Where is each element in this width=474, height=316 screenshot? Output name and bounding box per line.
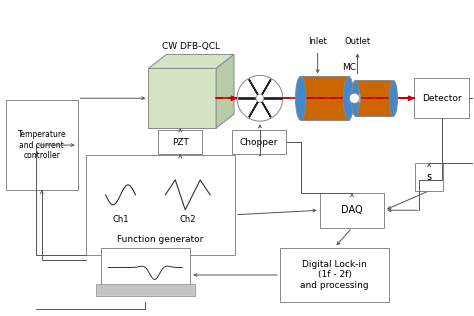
Text: DAQ: DAQ — [341, 205, 363, 215]
Circle shape — [256, 94, 264, 102]
Bar — [414, 78, 469, 118]
Polygon shape — [249, 79, 271, 117]
Bar — [301, 76, 348, 120]
Text: CW DFB-QCL: CW DFB-QCL — [162, 42, 220, 52]
Text: Temperature
and current
controller: Temperature and current controller — [18, 130, 66, 160]
Text: Ch2: Ch2 — [180, 215, 196, 224]
Polygon shape — [249, 79, 271, 117]
Bar — [415, 163, 443, 191]
Polygon shape — [249, 79, 271, 117]
Ellipse shape — [295, 76, 306, 120]
Bar — [280, 248, 389, 302]
Text: PZT: PZT — [172, 137, 189, 147]
Text: Chopper: Chopper — [240, 137, 278, 147]
Ellipse shape — [389, 80, 398, 116]
Text: Detector: Detector — [422, 94, 461, 103]
Text: s: s — [427, 172, 432, 182]
Polygon shape — [148, 54, 234, 68]
Polygon shape — [216, 54, 234, 128]
Bar — [348, 94, 360, 102]
Bar — [100, 248, 190, 288]
Circle shape — [237, 75, 283, 121]
Circle shape — [349, 93, 359, 103]
Text: Outlet: Outlet — [345, 38, 371, 46]
Bar — [96, 284, 195, 296]
Polygon shape — [249, 79, 271, 117]
Bar — [148, 68, 216, 128]
Text: Function generator: Function generator — [117, 235, 203, 244]
Bar — [6, 100, 78, 190]
Bar — [86, 155, 235, 255]
Bar — [356, 80, 393, 116]
Text: Inlet: Inlet — [308, 38, 327, 46]
Text: Ch1: Ch1 — [112, 215, 129, 224]
Text: MC: MC — [343, 64, 356, 72]
Ellipse shape — [351, 80, 360, 116]
Bar — [319, 193, 384, 228]
Ellipse shape — [343, 76, 354, 120]
Bar — [158, 130, 202, 154]
Bar — [232, 130, 286, 154]
Text: Digital Lock-in
(1f - 2f)
and processing: Digital Lock-in (1f - 2f) and processing — [300, 260, 369, 290]
